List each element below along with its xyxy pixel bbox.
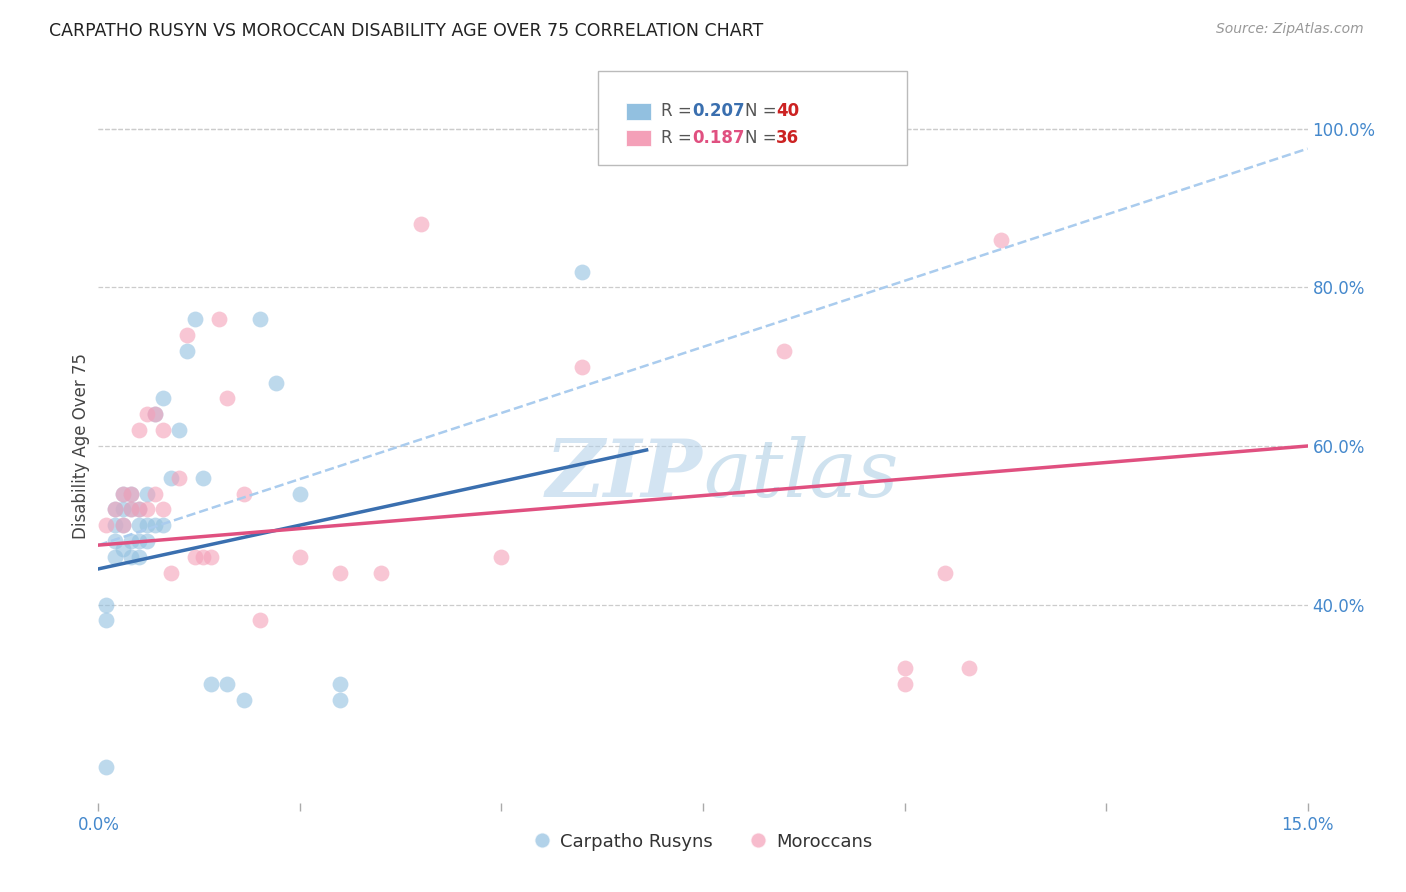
Point	[128, 518, 150, 533]
Point	[135, 534, 157, 549]
Point	[152, 518, 174, 533]
Text: Source: ZipAtlas.com: Source: ZipAtlas.com	[1216, 22, 1364, 37]
Point	[249, 312, 271, 326]
Point	[135, 486, 157, 500]
Point	[128, 534, 150, 549]
Point	[160, 471, 183, 485]
Point	[288, 486, 311, 500]
Point	[160, 566, 183, 580]
Text: ZIP: ZIP	[546, 436, 703, 513]
Y-axis label: Disability Age Over 75: Disability Age Over 75	[72, 353, 90, 539]
Point	[370, 566, 392, 580]
Point	[120, 502, 142, 516]
Point	[111, 502, 134, 516]
Point	[120, 486, 142, 500]
Text: 40: 40	[776, 103, 799, 120]
Point	[143, 407, 166, 421]
Point	[329, 677, 352, 691]
Point	[990, 233, 1012, 247]
Text: R =: R =	[661, 129, 702, 147]
Point	[329, 692, 352, 706]
Point	[120, 486, 142, 500]
Point	[264, 376, 287, 390]
Point	[184, 549, 207, 564]
Text: R =: R =	[661, 103, 697, 120]
Point	[772, 343, 794, 358]
Point	[120, 534, 142, 549]
Text: N =: N =	[745, 103, 782, 120]
Point	[329, 566, 352, 580]
Point	[96, 518, 118, 533]
Point	[152, 392, 174, 406]
Point	[103, 502, 125, 516]
Point	[96, 760, 118, 774]
Point	[934, 566, 956, 580]
Point	[152, 423, 174, 437]
Point	[143, 407, 166, 421]
Point	[184, 312, 207, 326]
Point	[128, 423, 150, 437]
Point	[128, 502, 150, 516]
Point	[491, 549, 513, 564]
Point	[217, 392, 239, 406]
Point	[135, 407, 157, 421]
Point	[893, 661, 915, 675]
Text: 36: 36	[776, 129, 799, 147]
Point	[128, 502, 150, 516]
Point	[111, 486, 134, 500]
Point	[193, 471, 215, 485]
Text: 0.187: 0.187	[692, 129, 744, 147]
Point	[96, 598, 118, 612]
Point	[571, 359, 593, 374]
Point	[143, 486, 166, 500]
Point	[103, 534, 125, 549]
Point	[111, 518, 134, 533]
Point	[96, 614, 118, 628]
Point	[176, 328, 198, 343]
Point	[208, 312, 231, 326]
Point	[152, 502, 174, 516]
Point	[111, 518, 134, 533]
Point	[120, 549, 142, 564]
Point	[167, 471, 190, 485]
Point	[288, 549, 311, 564]
Point	[232, 692, 254, 706]
Point	[200, 677, 222, 691]
Text: 0.207: 0.207	[692, 103, 744, 120]
Point	[957, 661, 980, 675]
Point	[193, 549, 215, 564]
Legend: Carpatho Rusyns, Moroccans: Carpatho Rusyns, Moroccans	[526, 826, 880, 858]
Point	[128, 549, 150, 564]
Point	[409, 217, 432, 231]
Point	[103, 502, 125, 516]
Point	[893, 677, 915, 691]
Point	[111, 542, 134, 557]
Text: N =: N =	[745, 129, 782, 147]
Point	[103, 518, 125, 533]
Point	[120, 502, 142, 516]
Point	[232, 486, 254, 500]
Point	[103, 549, 125, 564]
Text: CARPATHO RUSYN VS MOROCCAN DISABILITY AGE OVER 75 CORRELATION CHART: CARPATHO RUSYN VS MOROCCAN DISABILITY AG…	[49, 22, 763, 40]
Point	[111, 486, 134, 500]
Point	[200, 549, 222, 564]
Point	[176, 343, 198, 358]
Point	[135, 502, 157, 516]
Point	[143, 518, 166, 533]
Point	[249, 614, 271, 628]
Point	[167, 423, 190, 437]
Text: atlas: atlas	[703, 436, 898, 513]
Point	[571, 264, 593, 278]
Point	[217, 677, 239, 691]
Point	[135, 518, 157, 533]
